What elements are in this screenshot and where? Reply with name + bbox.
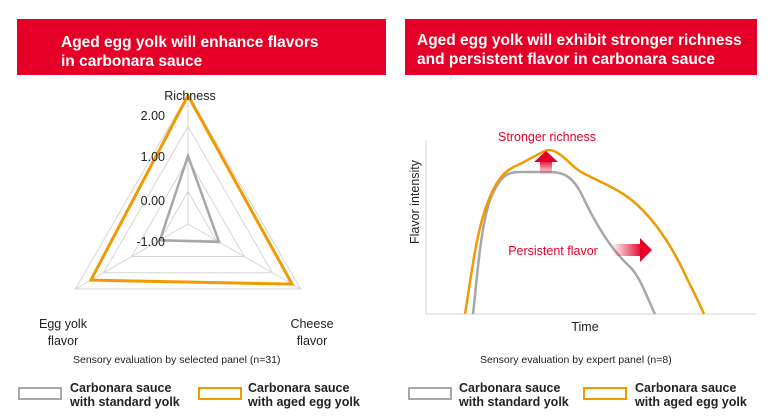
legend-label-line: with aged egg yolk (635, 395, 747, 409)
legend-label-standard: Carbonara sauce with standard yolk (70, 381, 180, 409)
legend-swatch-aged (583, 387, 627, 400)
legend-label-line: Carbonara sauce (635, 381, 737, 395)
left-title-line-2: in carbonara sauce (61, 53, 203, 70)
legend-label-line: Carbonara sauce (70, 381, 172, 395)
radar-tick-label: 2.00 (141, 109, 165, 123)
x-axis-label: Time (571, 320, 598, 334)
right-caption: Sensory evaluation by expert panel (n=8) (480, 354, 672, 366)
radar-grid-ring (74, 93, 302, 290)
radar-grid-ring (102, 125, 274, 274)
legend-label-aged: Carbonara sauce with aged egg yolk (635, 381, 747, 409)
left-legend: Carbonara sauce with standard yolk Carbo… (18, 381, 388, 415)
left-title-banner: Aged egg yolk will enhance flavors in ca… (17, 19, 386, 75)
axis-label-egg-line-1: Egg yolk (39, 317, 88, 331)
flavor-intensity-chart: Flavor intensity Time Stronger richness … (408, 130, 756, 334)
legend-label-line: with standard yolk (70, 395, 180, 409)
legend-label-aged: Carbonara sauce with aged egg yolk (248, 381, 360, 409)
right-title-line-1: Aged egg yolk will exhibit stronger rich… (417, 32, 742, 49)
persistent-arrow (612, 238, 652, 262)
radar-chart: Richness Cheese flavor Egg yolk flavor 2… (39, 89, 334, 348)
radar-series-standard-yolk (158, 151, 221, 244)
radar-spoke (187, 223, 301, 290)
right-legend: Carbonara sauce with standard yolk Carbo… (408, 381, 768, 415)
left-caption: Sensory evaluation by selected panel (n=… (73, 354, 281, 366)
left-title-line-1: Aged egg yolk will enhance flavors (61, 34, 319, 51)
right-title-line-2: and persistent flavor in carbonara sauce (417, 51, 716, 68)
legend-label-standard: Carbonara sauce with standard yolk (459, 381, 569, 409)
legend-label-line: with standard yolk (459, 395, 569, 409)
legend-label-line: with aged egg yolk (248, 395, 360, 409)
legend-label-line: Carbonara sauce (248, 381, 350, 395)
annotation-persistent-flavor: Persistent flavor (508, 244, 598, 258)
standard-yolk-curve (471, 170, 657, 315)
legend-swatch-aged (198, 387, 242, 400)
radar-spoke (75, 223, 189, 290)
radar-tick-label: -1.00 (137, 235, 166, 249)
legend-swatch-standard (408, 387, 452, 400)
radar-tick-label: 1.00 (141, 150, 165, 164)
aged-yolk-curve (463, 148, 706, 315)
axis-label-cheese-line-2: flavor (297, 334, 328, 348)
radar-tick-label: 0.00 (141, 194, 165, 208)
annotation-stronger-richness: Stronger richness (498, 130, 596, 144)
radar-grid (74, 93, 302, 290)
radar-grid-ring (130, 158, 246, 257)
axis-label-cheese-line-1: Cheese (290, 317, 333, 331)
axis-label-egg-line-2: flavor (48, 334, 79, 348)
axis-label-richness: Richness (164, 89, 215, 103)
y-axis-label: Flavor intensity (408, 159, 422, 244)
legend-swatch-standard (18, 387, 62, 400)
legend-label-line: Carbonara sauce (459, 381, 561, 395)
radar-series (88, 92, 295, 286)
richness-arrow (534, 151, 558, 175)
right-title-banner: Aged egg yolk will exhibit stronger rich… (405, 19, 757, 75)
radar-series-aged-yolk (88, 92, 295, 286)
